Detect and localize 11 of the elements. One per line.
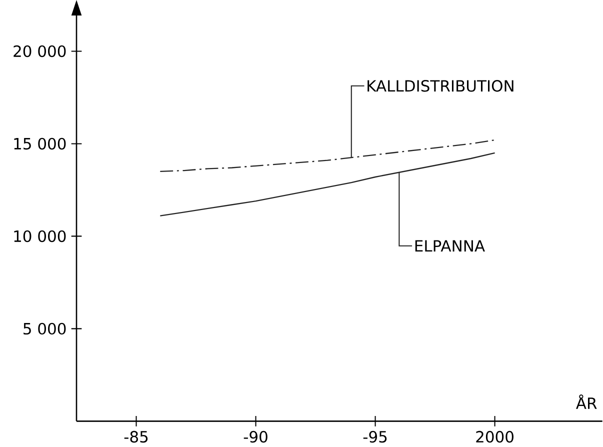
y-tick-label: 20 000 — [14, 45, 66, 58]
y-tick-label: 10 000 — [14, 230, 66, 242]
y-tick-label: 5 000 — [24, 322, 66, 335]
x-axis-title: ÅR — [576, 394, 597, 409]
x-tick-label: -90 — [244, 430, 268, 443]
x-tick-label: -85 — [124, 430, 148, 443]
x-tick-label: 2000 — [476, 430, 514, 443]
x-tick-label: -95 — [363, 430, 387, 443]
text: KALLDISTRIBUTION — [368, 80, 514, 92]
text: ELPANNA — [415, 240, 485, 252]
y-tick-label: 15 000 — [14, 138, 66, 150]
